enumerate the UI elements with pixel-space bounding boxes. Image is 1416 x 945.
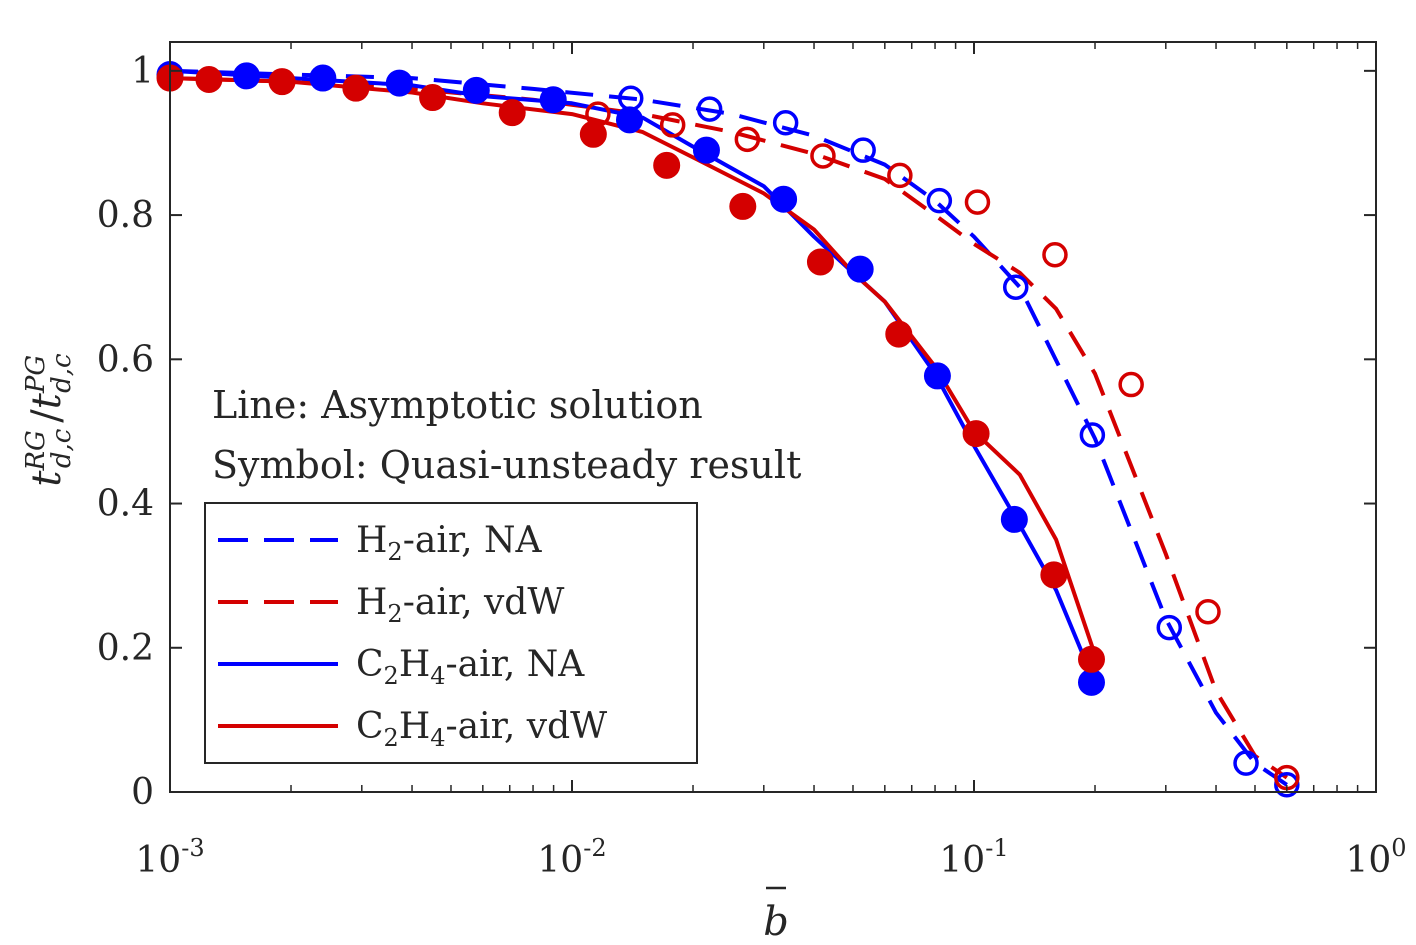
- marker-s3-p7: [653, 151, 681, 179]
- marker-s3-p13: [1077, 645, 1105, 673]
- marker-s0-p2: [772, 110, 799, 136]
- legend: H2-air, NA H2-air, vdW C2H4-air, NA C2H4-ai…: [204, 502, 698, 764]
- y-tick-label-4: 0.8: [97, 195, 154, 236]
- marker-s3-p9: [806, 248, 834, 276]
- marker-s0-p4: [926, 187, 953, 214]
- marker-s2-p12: [1077, 668, 1105, 696]
- x-axis-label: b: [763, 886, 789, 945]
- marker-s2-p4: [462, 76, 490, 104]
- y-axis-label: tRGd,c/tPGd,c: [21, 353, 77, 487]
- marker-s3-p4: [419, 84, 447, 112]
- legend-box: [204, 502, 698, 764]
- marker-s0-p7: [1156, 614, 1183, 641]
- annotation-symbol: Symbol: Quasi-unsteady result: [212, 443, 801, 487]
- marker-s2-p8: [770, 185, 798, 213]
- marker-s3-p12: [1040, 561, 1068, 589]
- marker-s1-p3: [810, 143, 836, 169]
- marker-s2-p7: [692, 136, 720, 164]
- y-tick-label-3: 0.6: [97, 339, 154, 380]
- marker-s2-p9: [846, 255, 874, 283]
- x-tick-label-3: 100: [1345, 834, 1406, 881]
- ticks: 0 0.2 0.4 0.6 0.8 1 10-3 10-2 10-1 100: [97, 42, 1407, 881]
- legend-label-2: C2H4-air, NA: [356, 644, 585, 690]
- x-tick-label-2: 10-1: [939, 834, 1008, 881]
- legend-label-3: C2H4-air, vdW: [356, 706, 607, 752]
- marker-s3-p11: [962, 420, 990, 448]
- marker-s0-p9: [1274, 772, 1300, 798]
- marker-s3-p2: [268, 68, 296, 96]
- marker-s3-p6: [579, 120, 607, 148]
- marker-s3-p5: [498, 99, 526, 127]
- marker-s1-p5: [964, 189, 991, 215]
- marker-s2-p11: [1000, 505, 1028, 533]
- marker-s3-p3: [342, 74, 370, 102]
- marker-s3-p1: [195, 66, 223, 93]
- marker-s0-p6: [1079, 422, 1106, 448]
- marker-s1-p1: [659, 112, 686, 138]
- marker-s1-p4: [887, 162, 913, 189]
- marker-s3-p10: [885, 320, 913, 348]
- x-tick-label-0: 10-3: [135, 834, 204, 881]
- legend-label-1: H2-air, vdW: [356, 582, 564, 628]
- marker-s2-p6: [615, 106, 643, 134]
- x-tick-label-1: 10-2: [537, 834, 606, 881]
- marker-s1-p2: [734, 126, 761, 153]
- marker-s1-p8: [1195, 598, 1221, 625]
- marker-s2-p1: [233, 62, 261, 90]
- marker-s0-p8: [1233, 750, 1259, 776]
- svg-text:b: b: [763, 899, 789, 945]
- marker-s0-p3: [850, 137, 876, 163]
- marker-s1-p6: [1042, 241, 1068, 268]
- marker-s3-p8: [729, 192, 757, 220]
- y-tick-label-5: 1: [131, 51, 154, 92]
- marker-s2-p10: [923, 362, 951, 390]
- legend-label-0: H2-air, NA: [356, 520, 542, 566]
- marker-s2-p2: [309, 64, 337, 92]
- y-tick-label-0: 0: [131, 772, 154, 813]
- marker-s0-p1: [696, 96, 723, 122]
- axes-box: [169, 41, 1377, 793]
- marker-s1-p7: [1118, 371, 1144, 398]
- y-tick-label-2: 0.4: [97, 484, 154, 525]
- svg-text:tRGd,c/tPGd,c: tRGd,c/tPGd,c: [21, 353, 77, 487]
- y-tick-label-1: 0.2: [97, 628, 154, 669]
- marker-s0-p5: [1002, 274, 1029, 300]
- annotation-line: Line: Asymptotic solution: [212, 383, 703, 427]
- marker-s2-p5: [539, 86, 567, 114]
- marker-s2-p3: [385, 69, 413, 97]
